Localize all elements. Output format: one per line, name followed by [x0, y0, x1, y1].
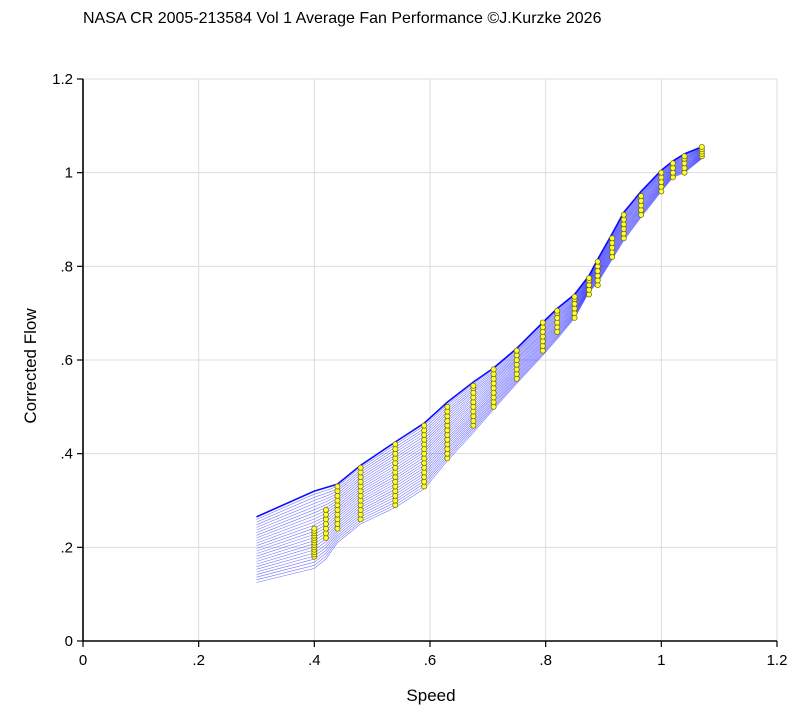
axes: 0 .2 .4 .6 .8 1 1.2 0 .2 .4 .6 .8 1 1.2 — [52, 71, 787, 669]
data-point — [357, 464, 364, 471]
speed-line — [256, 157, 702, 581]
data-point — [698, 143, 705, 150]
data-point — [444, 403, 451, 410]
x-tick-label: 0 — [79, 652, 87, 669]
x-tick-label: .2 — [192, 652, 205, 669]
x-tick-label: 1.2 — [767, 652, 788, 669]
x-axis-label: Speed — [406, 686, 455, 705]
speed-lines — [256, 146, 703, 583]
y-tick-label: .8 — [60, 258, 73, 275]
speed-line — [256, 158, 702, 583]
measured-points — [311, 143, 705, 560]
y-tick-label: .2 — [60, 539, 73, 556]
data-point — [669, 160, 676, 167]
data-point — [392, 441, 399, 448]
data-point — [554, 307, 561, 314]
x-tick-label: .6 — [424, 652, 437, 669]
data-point — [571, 293, 578, 300]
data-point — [594, 258, 601, 265]
y-tick-label: 1 — [65, 165, 73, 182]
data-point — [513, 347, 520, 354]
speed-line — [256, 153, 702, 554]
data-point — [490, 366, 497, 373]
data-point — [421, 422, 428, 429]
data-point — [620, 211, 627, 218]
data-point — [334, 483, 341, 490]
x-tick-label: .4 — [308, 652, 321, 669]
y-tick-label: 0 — [65, 633, 73, 650]
data-point — [322, 506, 329, 513]
x-tick-label: .8 — [539, 652, 552, 669]
data-point — [311, 525, 318, 532]
y-tick-label: .4 — [60, 446, 73, 463]
data-point — [470, 382, 477, 389]
chart-title: NASA CR 2005-213584 Vol 1 Average Fan Pe… — [83, 10, 602, 27]
data-point — [609, 235, 616, 242]
y-axis-label: Corrected Flow — [21, 308, 40, 424]
data-point — [638, 193, 645, 200]
speed-line — [256, 153, 702, 557]
data-point — [658, 169, 665, 176]
data-point — [681, 153, 688, 160]
data-point — [539, 319, 546, 326]
y-tick-label: 1.2 — [52, 71, 73, 88]
x-tick-label: 1 — [657, 652, 665, 669]
y-tick-label: .6 — [60, 352, 73, 369]
data-point — [586, 275, 592, 281]
